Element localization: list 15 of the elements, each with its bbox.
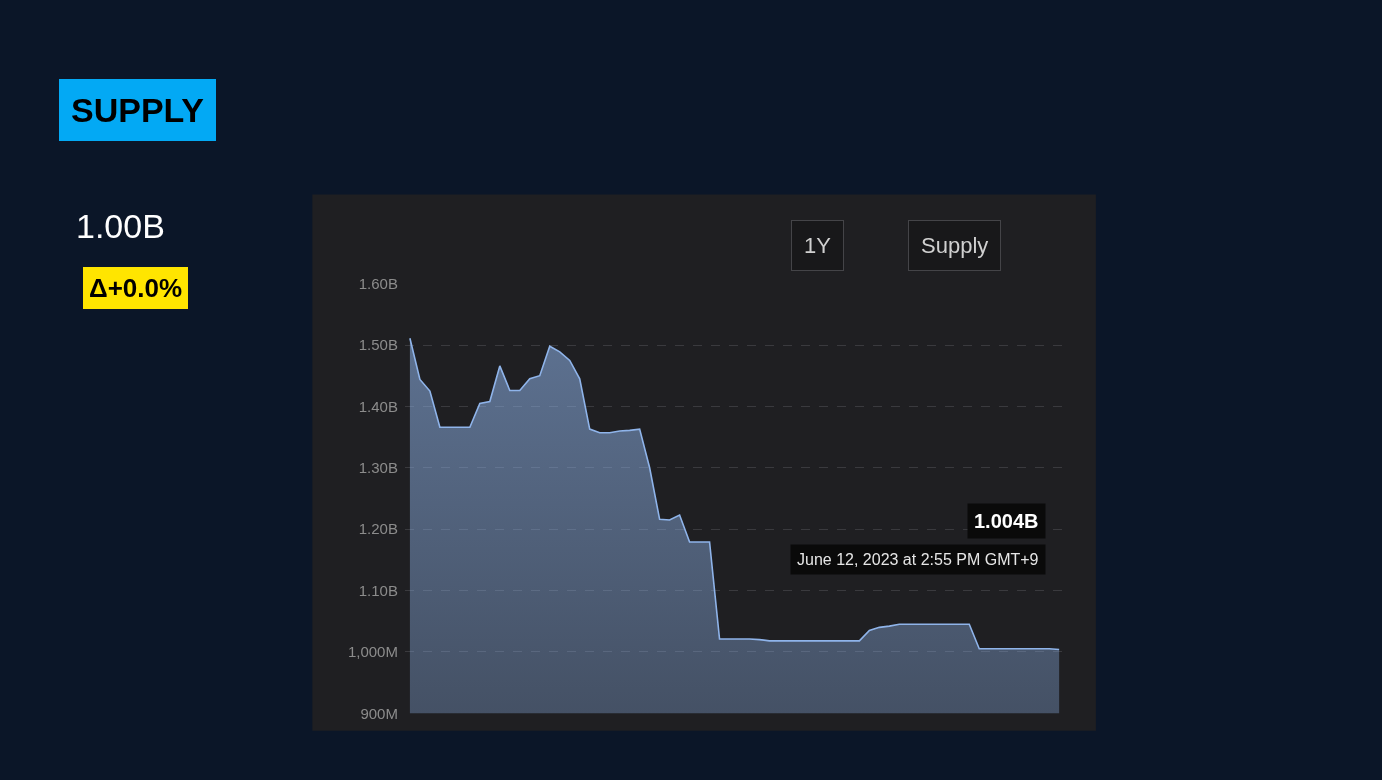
text: 1Y [804, 233, 832, 258]
y-tick-label: 900M [360, 704, 398, 722]
y-tick-label: 1,000M [347, 643, 398, 661]
text: SUPPLY [71, 91, 205, 129]
y-tick-label: 1.50B [358, 336, 398, 354]
y-tick-label: 1.30B [358, 459, 398, 477]
text: Supply [921, 233, 989, 258]
annotation: June 12, 2023 at 2:55 PM GMT+9 [797, 551, 1039, 568]
y-tick-label: 1.60B [358, 274, 398, 292]
text: Δ+0.0% [89, 273, 183, 303]
y-tick-label: 1.20B [358, 520, 398, 538]
annotation: 1.004B [974, 510, 1039, 532]
text: 1.00B [76, 207, 165, 245]
y-tick-label: 1.10B [358, 581, 398, 599]
y-tick-label: 1.40B [358, 397, 398, 415]
